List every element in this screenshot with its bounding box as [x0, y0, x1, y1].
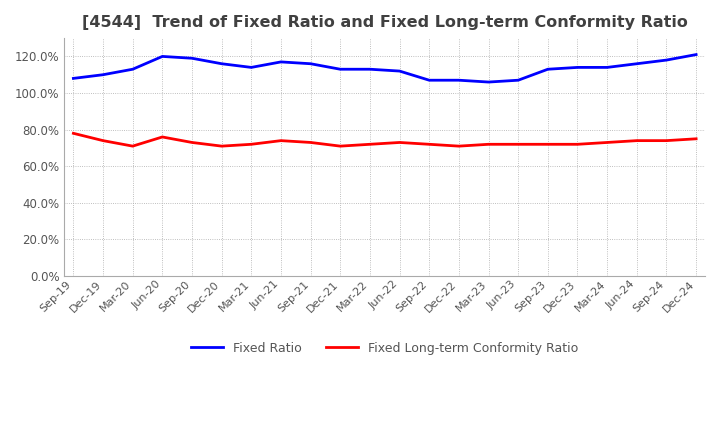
Fixed Long-term Conformity Ratio [366, 142, 374, 147]
Fixed Long-term Conformity Ratio [128, 143, 137, 149]
Fixed Long-term Conformity Ratio [217, 143, 226, 149]
Fixed Ratio [158, 54, 166, 59]
Fixed Long-term Conformity Ratio [395, 140, 404, 145]
Fixed Long-term Conformity Ratio [662, 138, 671, 143]
Fixed Ratio [276, 59, 285, 65]
Fixed Long-term Conformity Ratio [158, 134, 166, 139]
Fixed Long-term Conformity Ratio [692, 136, 701, 141]
Fixed Ratio [128, 66, 137, 72]
Fixed Long-term Conformity Ratio [514, 142, 523, 147]
Line: Fixed Ratio: Fixed Ratio [73, 55, 696, 82]
Title: [4544]  Trend of Fixed Ratio and Fixed Long-term Conformity Ratio: [4544] Trend of Fixed Ratio and Fixed Lo… [82, 15, 688, 30]
Fixed Long-term Conformity Ratio [69, 131, 78, 136]
Fixed Long-term Conformity Ratio [454, 143, 463, 149]
Fixed Ratio [603, 65, 611, 70]
Line: Fixed Long-term Conformity Ratio: Fixed Long-term Conformity Ratio [73, 133, 696, 146]
Fixed Long-term Conformity Ratio [425, 142, 433, 147]
Fixed Ratio [247, 65, 256, 70]
Fixed Ratio [336, 66, 345, 72]
Fixed Ratio [217, 61, 226, 66]
Fixed Ratio [485, 79, 493, 84]
Fixed Long-term Conformity Ratio [306, 140, 315, 145]
Fixed Long-term Conformity Ratio [632, 138, 641, 143]
Fixed Ratio [632, 61, 641, 66]
Fixed Long-term Conformity Ratio [276, 138, 285, 143]
Fixed Ratio [662, 58, 671, 63]
Fixed Long-term Conformity Ratio [336, 143, 345, 149]
Fixed Long-term Conformity Ratio [188, 140, 197, 145]
Fixed Long-term Conformity Ratio [247, 142, 256, 147]
Fixed Long-term Conformity Ratio [544, 142, 552, 147]
Fixed Long-term Conformity Ratio [485, 142, 493, 147]
Fixed Ratio [99, 72, 107, 77]
Fixed Ratio [306, 61, 315, 66]
Legend: Fixed Ratio, Fixed Long-term Conformity Ratio: Fixed Ratio, Fixed Long-term Conformity … [186, 337, 583, 360]
Fixed Ratio [188, 55, 197, 61]
Fixed Ratio [69, 76, 78, 81]
Fixed Ratio [573, 65, 582, 70]
Fixed Long-term Conformity Ratio [603, 140, 611, 145]
Fixed Ratio [425, 77, 433, 83]
Fixed Ratio [514, 77, 523, 83]
Fixed Ratio [692, 52, 701, 57]
Fixed Long-term Conformity Ratio [99, 138, 107, 143]
Fixed Ratio [395, 69, 404, 74]
Fixed Ratio [544, 66, 552, 72]
Fixed Long-term Conformity Ratio [573, 142, 582, 147]
Fixed Ratio [454, 77, 463, 83]
Fixed Ratio [366, 66, 374, 72]
